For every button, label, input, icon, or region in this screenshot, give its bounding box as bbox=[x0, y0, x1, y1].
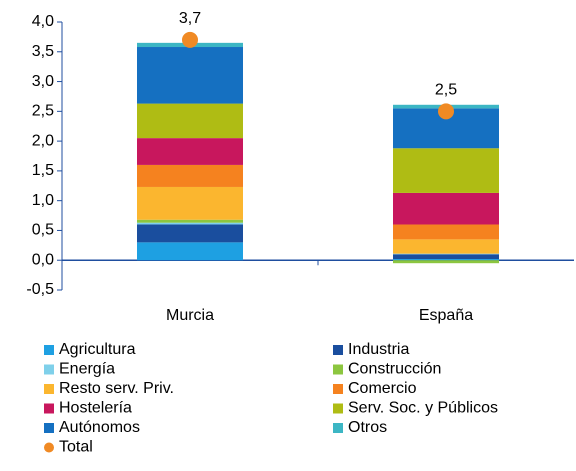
bar-segment bbox=[393, 260, 499, 264]
legend-label: Serv. Soc. y Públicos bbox=[348, 400, 498, 417]
bar-segment bbox=[137, 242, 243, 261]
legend-swatch bbox=[44, 384, 54, 394]
bar-segment bbox=[393, 239, 499, 254]
y-tick-label: 2,5 bbox=[32, 103, 54, 120]
legend-swatch bbox=[44, 423, 54, 433]
legend-label: Autónomos bbox=[59, 419, 140, 436]
data-label: 2,5 bbox=[435, 82, 457, 99]
legend-label: Otros bbox=[348, 419, 387, 436]
legend-swatch bbox=[44, 345, 54, 355]
bar-segment bbox=[393, 259, 499, 261]
bar-segment bbox=[137, 222, 243, 225]
legend-swatch bbox=[333, 403, 343, 414]
bar-segment bbox=[137, 138, 243, 165]
legend-label: Construcción bbox=[348, 361, 441, 378]
bar-segment bbox=[137, 164, 243, 187]
x-tick-label: España bbox=[419, 307, 473, 324]
legend-swatch bbox=[44, 364, 54, 375]
total-marker bbox=[182, 31, 198, 48]
y-tick-label: 0,0 bbox=[32, 251, 54, 268]
bar-segment bbox=[393, 254, 499, 260]
legend-label: Agricultura bbox=[59, 341, 136, 358]
bar-segment bbox=[393, 224, 499, 240]
bar-segment bbox=[393, 192, 499, 225]
y-tick-label: -0,5 bbox=[26, 281, 54, 298]
legend-label: Hostelería bbox=[59, 400, 132, 417]
legend-label: Resto serv. Priv. bbox=[59, 380, 174, 397]
bar-segment bbox=[393, 148, 499, 193]
legend-label: Comercio bbox=[348, 380, 417, 397]
bar-segment bbox=[137, 219, 243, 223]
legend-swatch bbox=[333, 384, 343, 394]
y-tick-label: 4,0 bbox=[32, 13, 54, 30]
legend-label: Energía bbox=[59, 361, 115, 378]
data-label: 3,7 bbox=[179, 10, 201, 27]
bar-segment bbox=[137, 224, 243, 243]
y-tick-label: 1,5 bbox=[32, 162, 54, 179]
x-tick-label: Murcia bbox=[166, 307, 214, 324]
total-marker bbox=[438, 103, 454, 120]
y-tick-label: 1,0 bbox=[32, 192, 54, 209]
legend-swatch bbox=[333, 423, 343, 433]
y-tick-label: 2,0 bbox=[32, 132, 54, 149]
bar-segment bbox=[137, 186, 243, 220]
legend-label: Industria bbox=[348, 341, 409, 358]
legend-swatch bbox=[333, 345, 343, 355]
legend-label: Total bbox=[59, 439, 93, 456]
bar-segment bbox=[393, 253, 499, 255]
legend-swatch bbox=[333, 364, 343, 375]
bar-segment bbox=[137, 47, 243, 104]
y-tick-label: 3,0 bbox=[32, 73, 54, 90]
y-tick-label: 0,5 bbox=[32, 222, 54, 239]
legend-swatch bbox=[44, 403, 54, 414]
y-tick-label: 3,5 bbox=[32, 43, 54, 60]
legend-swatch bbox=[44, 442, 54, 453]
bar-segment bbox=[137, 103, 243, 139]
